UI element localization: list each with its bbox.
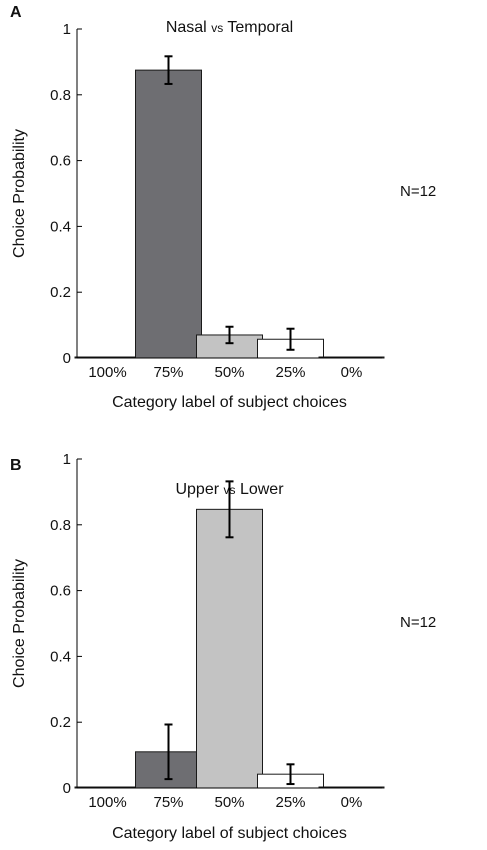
x-tick-label: 75% — [153, 364, 183, 381]
error-bar — [164, 723, 173, 781]
x-axis-title: Category label of subject choices — [112, 825, 347, 842]
x-tick-label: 50% — [214, 794, 244, 811]
chart-title: Upper vs Lower — [175, 481, 284, 498]
y-tick-label: 0.4 — [50, 648, 71, 665]
chart-title-part: Temporal — [223, 19, 293, 36]
sample-size-annotation: N=12 — [400, 183, 436, 200]
chart-title-part: Upper — [175, 481, 223, 498]
panel-letter: A — [10, 4, 22, 21]
y-tick-label: 0.6 — [50, 153, 71, 170]
y-axis-title: Choice Probability — [11, 559, 28, 688]
x-axis-title: Category label of subject choices — [112, 394, 347, 411]
y-tick-label: 0.4 — [50, 218, 71, 235]
panel-letter: B — [10, 457, 22, 474]
chart-title: Nasal vs Temporal — [166, 19, 293, 36]
error-bar — [286, 763, 295, 786]
sample-size-annotation: N=12 — [400, 614, 436, 631]
error-bar — [225, 480, 234, 539]
x-tick-label: 0% — [341, 794, 363, 811]
y-tick-label: 1 — [63, 451, 71, 468]
chart-title-part: vs — [211, 21, 223, 35]
y-tick-label: 0.8 — [50, 87, 71, 104]
y-tick-label: 0.8 — [50, 517, 71, 534]
bar — [135, 69, 202, 359]
y-axis-title: Choice Probability — [11, 129, 28, 258]
x-tick-label: 0% — [341, 364, 363, 381]
x-tick-label: 25% — [275, 794, 305, 811]
x-tick-label: 100% — [88, 364, 126, 381]
x-tick-label: 25% — [275, 364, 305, 381]
chart-title-part: Lower — [236, 481, 285, 498]
y-tick-label: 0 — [63, 350, 71, 367]
chart-title-part: Nasal — [166, 19, 211, 36]
error-bar — [286, 327, 295, 351]
chart-panel-a: A Nasal vs Temporal 0 0.2 0.4 0.6 0.8 1 100% 75% 5… — [10, 4, 436, 411]
y-tick-label: 0.2 — [50, 714, 71, 731]
x-tick-label: 75% — [153, 794, 183, 811]
x-tick-label: 50% — [214, 364, 244, 381]
y-tick-label: 0.6 — [50, 583, 71, 600]
error-bar — [225, 325, 234, 345]
bar — [196, 508, 263, 789]
y-tick-label: 1 — [63, 21, 71, 38]
error-bar — [164, 55, 173, 85]
chart-panel-b: B Upper vs Lower 0 0.2 0.4 0.6 0.8 1 100% 75% 50% 2… — [10, 451, 436, 842]
x-tick-label: 100% — [88, 794, 126, 811]
y-tick-label: 0.2 — [50, 284, 71, 301]
y-tick-label: 0 — [63, 780, 71, 797]
